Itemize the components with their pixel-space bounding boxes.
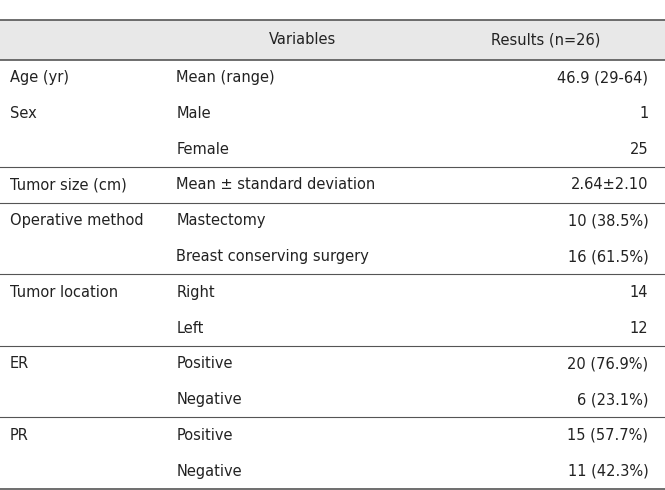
Text: Age (yr): Age (yr) [10, 70, 69, 85]
Text: Sex: Sex [10, 106, 37, 121]
Text: 1: 1 [639, 106, 648, 121]
Text: 2.64±2.10: 2.64±2.10 [571, 177, 648, 193]
Text: 46.9 (29-64): 46.9 (29-64) [557, 70, 648, 85]
Text: Negative: Negative [176, 392, 242, 407]
Bar [0, 20, 665, 60]
Text: Mean ± standard deviation: Mean ± standard deviation [176, 177, 376, 193]
Text: 11 (42.3%): 11 (42.3%) [568, 464, 648, 479]
Text: 6 (23.1%): 6 (23.1%) [577, 392, 648, 407]
Text: Negative: Negative [176, 464, 242, 479]
Text: Tumor size (cm): Tumor size (cm) [10, 177, 127, 193]
Text: Female: Female [176, 142, 229, 157]
Text: Mastectomy: Mastectomy [176, 213, 266, 228]
Text: Positive: Positive [176, 356, 233, 371]
Text: 12: 12 [630, 320, 648, 336]
Text: Variables: Variables [269, 32, 336, 47]
Text: Male: Male [176, 106, 211, 121]
Text: 16 (61.5%): 16 (61.5%) [568, 249, 648, 264]
Text: Left: Left [176, 320, 203, 336]
Text: Breast conserving surgery: Breast conserving surgery [176, 249, 369, 264]
Text: Operative method: Operative method [10, 213, 144, 228]
Text: ER: ER [10, 356, 29, 371]
Text: Positive: Positive [176, 428, 233, 443]
Text: Tumor location: Tumor location [10, 285, 118, 300]
Text: 14: 14 [630, 285, 648, 300]
Text: Mean (range): Mean (range) [176, 70, 275, 85]
Text: PR: PR [10, 428, 29, 443]
Text: 10 (38.5%): 10 (38.5%) [568, 213, 648, 228]
Text: 15 (57.7%): 15 (57.7%) [567, 428, 648, 443]
Text: Right: Right [176, 285, 215, 300]
Text: Results (n=26): Results (n=26) [491, 32, 600, 47]
Text: 25: 25 [630, 142, 648, 157]
Text: 20 (76.9%): 20 (76.9%) [567, 356, 648, 371]
